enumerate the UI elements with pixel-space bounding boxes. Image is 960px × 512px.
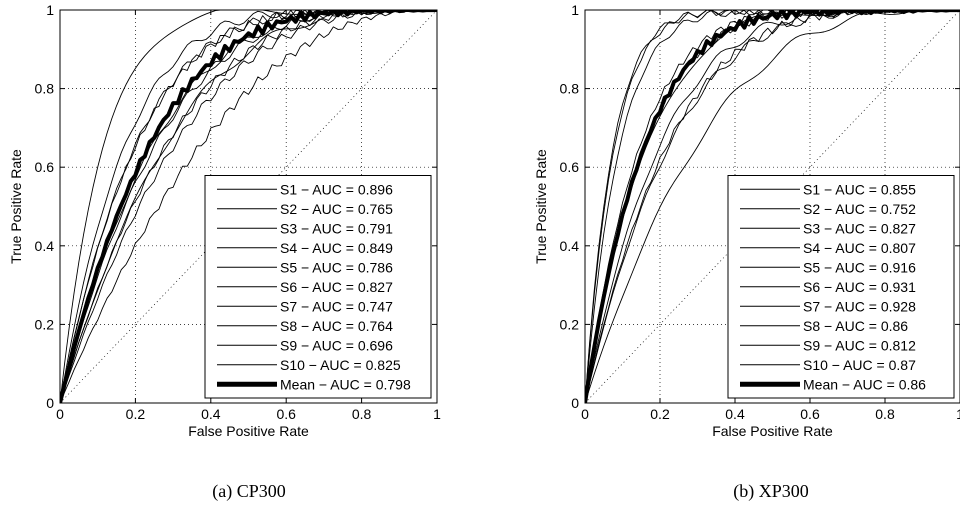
legend-entry: S6 − AUC = 0.931 bbox=[803, 279, 916, 295]
legend-entry: S7 − AUC = 0.928 bbox=[803, 298, 916, 314]
roc-curve-s2 bbox=[60, 10, 437, 403]
caption-a: (a) CP300 bbox=[212, 481, 286, 501]
x-tick-label: 0.6 bbox=[800, 406, 820, 422]
y-tick-label: 0.4 bbox=[560, 238, 580, 254]
legend-entry: S10 − AUC = 0.825 bbox=[280, 357, 401, 373]
legend-entry: S2 − AUC = 0.765 bbox=[280, 201, 393, 217]
legend-entry: S10 − AUC = 0.87 bbox=[803, 357, 916, 373]
x-tick-label: 0.4 bbox=[201, 406, 221, 422]
axes-box bbox=[584, 9, 960, 404]
legend-entry: S9 − AUC = 0.812 bbox=[803, 337, 916, 353]
legend-entry: S9 − AUC = 0.696 bbox=[280, 337, 393, 353]
x-tick-label: 0 bbox=[56, 406, 64, 422]
x-tick-label: 0.4 bbox=[725, 406, 745, 422]
legend-entry: S8 − AUC = 0.86 bbox=[803, 318, 908, 334]
roc-curve-s10 bbox=[585, 10, 960, 403]
legend-entry: S4 − AUC = 0.849 bbox=[280, 240, 393, 256]
y-tick-label: 0 bbox=[571, 395, 579, 411]
legend-entry: S7 − AUC = 0.747 bbox=[280, 298, 393, 314]
roc-curve-s3 bbox=[60, 10, 437, 403]
x-tick-label: 0.6 bbox=[276, 406, 296, 422]
x-tick-label: 0 bbox=[581, 406, 589, 422]
legend-entry: S2 − AUC = 0.752 bbox=[803, 201, 916, 217]
roc-curve-s2 bbox=[585, 10, 960, 403]
legend-entry: S3 − AUC = 0.791 bbox=[280, 220, 393, 236]
x-tick-label: 0.8 bbox=[875, 406, 895, 422]
roc-curve-s3 bbox=[585, 10, 960, 403]
y-tick-label: 1 bbox=[46, 2, 54, 18]
x-tick-label: 0.2 bbox=[126, 406, 146, 422]
y-tick-label: 0.6 bbox=[35, 159, 55, 175]
roc-curve-s10 bbox=[60, 10, 437, 403]
y-tick-label: 0.6 bbox=[560, 159, 580, 175]
legend-entry: S5 − AUC = 0.916 bbox=[803, 259, 916, 275]
legend: S1 − AUC = 0.855 S2 − AUC = 0.752 S3 − AUC… bbox=[727, 175, 955, 399]
legend-entry: Mean − AUC = 0.798 bbox=[280, 376, 411, 392]
legend: S1 − AUC = 0.896 S2 − AUC = 0.765 S3 − AUC… bbox=[204, 175, 432, 399]
legend-entry: S4 − AUC = 0.807 bbox=[803, 240, 916, 256]
y-axis-label: True Positive Rate bbox=[8, 149, 24, 264]
roc-chart-cp300: 0 0.2 0.4 0.6 0.8 1 0 0.2 0.4 0.6 0.8 1 False Positi… bbox=[8, 2, 441, 439]
legend-entry: S8 − AUC = 0.764 bbox=[280, 318, 393, 334]
y-tick-label: 0 bbox=[46, 395, 54, 411]
x-tick-label: 0.2 bbox=[650, 406, 670, 422]
legend-entry: S1 − AUC = 0.896 bbox=[280, 181, 393, 197]
legend-box bbox=[204, 175, 432, 399]
roc-curve-mean bbox=[60, 10, 437, 403]
axes-box bbox=[59, 9, 438, 404]
y-axis-label: True Positive Rate bbox=[533, 149, 549, 264]
y-tick-label: 0.8 bbox=[35, 81, 55, 97]
x-tick-label: 1 bbox=[956, 406, 960, 422]
x-axis-label: False Positive Rate bbox=[188, 423, 309, 439]
legend-entry: Mean − AUC = 0.86 bbox=[803, 376, 926, 392]
chance-line bbox=[584, 9, 960, 404]
y-tick-label: 0.8 bbox=[560, 81, 580, 97]
legend-entry: S6 − AUC = 0.827 bbox=[280, 279, 393, 295]
y-tick-label: 0.2 bbox=[35, 316, 55, 332]
y-tick-label: 1 bbox=[571, 2, 579, 18]
y-tick-label: 0.4 bbox=[35, 238, 55, 254]
roc-curve-s1 bbox=[60, 10, 437, 403]
y-tick-label: 0.2 bbox=[560, 316, 580, 332]
x-axis-label: False Positive Rate bbox=[712, 423, 833, 439]
legend-entry: S1 − AUC = 0.855 bbox=[803, 181, 916, 197]
x-tick-label: 1 bbox=[433, 406, 441, 422]
legend-entry: S5 − AUC = 0.786 bbox=[280, 259, 393, 275]
roc-chart-xp300: 0 0.2 0.4 0.6 0.8 1 0 0.2 0.4 0.6 0.8 1 False Positi… bbox=[533, 2, 960, 439]
x-tick-label: 0.8 bbox=[352, 406, 372, 422]
caption-b: (b) XP300 bbox=[733, 481, 809, 501]
roc-curve-s9 bbox=[60, 10, 437, 403]
legend-entry: S3 − AUC = 0.827 bbox=[803, 220, 916, 236]
